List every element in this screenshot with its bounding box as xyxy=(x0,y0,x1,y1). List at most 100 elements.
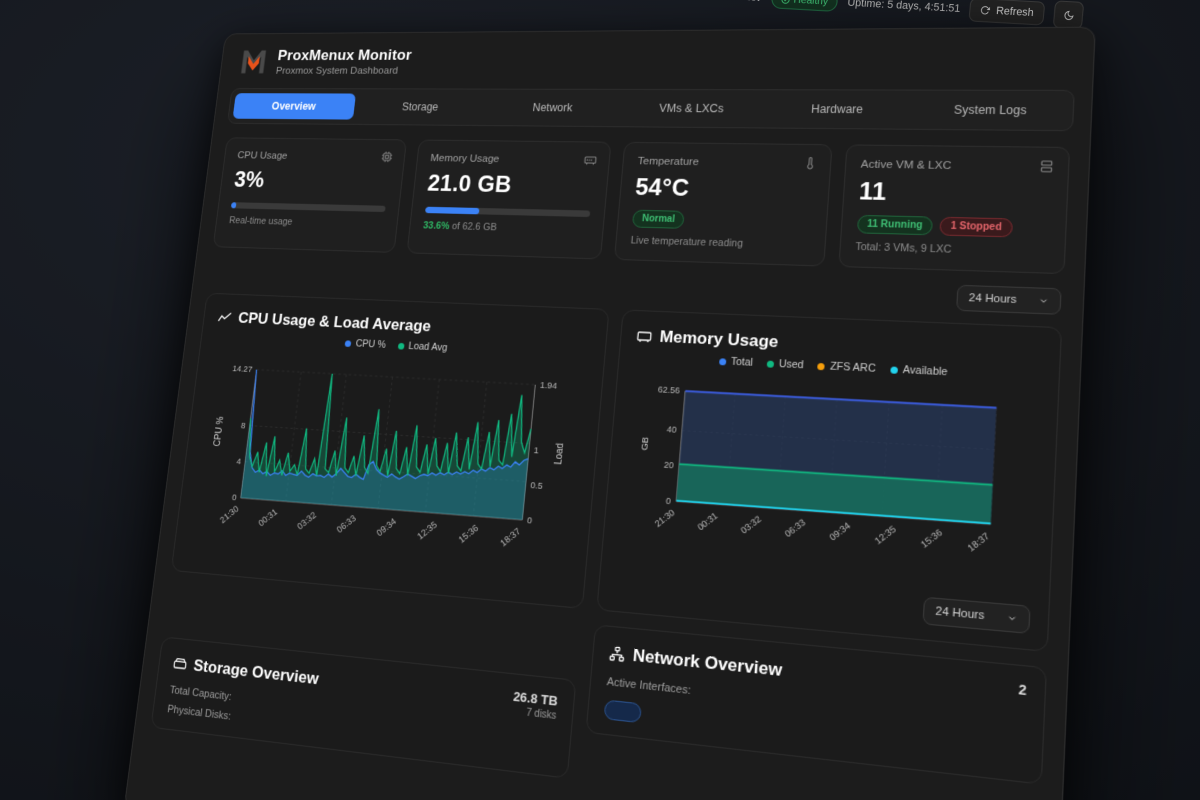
cpu-usage-chart: 0 4 8 14.27 0 0.5 1 1.94 CPU % Load 21:30 00:31 03:3… xyxy=(213,363,566,549)
vm-running-badge: 11 Running xyxy=(856,214,934,236)
svg-text:CPU %: CPU % xyxy=(213,416,226,446)
chevron-down-icon-2 xyxy=(1006,612,1018,624)
svg-text:09:34: 09:34 xyxy=(827,520,853,543)
network-count-corner: 2 xyxy=(1018,681,1027,698)
svg-text:18:37: 18:37 xyxy=(498,526,522,549)
dashboard-window: ProxMenux Monitor Proxmox System Dashboa… xyxy=(123,26,1096,800)
refresh-icon xyxy=(981,6,991,15)
legend-label-total: Total xyxy=(730,355,754,369)
memory-percent: 33.6% xyxy=(422,220,450,232)
time-range-value-2: 24 Hours xyxy=(935,605,985,623)
memory-usage-chart: 0 20 40 62.56 GB 21:30 00:31 03:32 06:33 09:34 12:… xyxy=(639,384,1041,554)
uptime-label: Uptime: 5 days, 4:51:51 xyxy=(846,0,961,15)
svg-text:21:30: 21:30 xyxy=(218,504,240,525)
storage-capacity-corner: 26.8 TB 7 disks xyxy=(511,689,559,723)
vm-count-value: 11 xyxy=(858,178,888,206)
page-title: ProxMenux Monitor xyxy=(276,46,413,64)
time-range-value: 24 Hours xyxy=(968,292,1017,307)
svg-text:1.94: 1.94 xyxy=(539,380,557,391)
vm-badges: 11 Running 1 Stopped xyxy=(856,214,1049,238)
temperature-badges: Normal xyxy=(631,209,811,232)
svg-text:03:32: 03:32 xyxy=(295,510,318,532)
storage-disk-count: 7 disks xyxy=(525,707,557,723)
svg-text:12:35: 12:35 xyxy=(872,523,898,546)
trending-up-icon xyxy=(217,310,233,326)
svg-text:00:31: 00:31 xyxy=(257,507,279,529)
tab-system-logs[interactable]: System Logs xyxy=(953,103,1027,118)
svg-text:06:33: 06:33 xyxy=(335,513,358,535)
cpu-chart-panel: CPU Usage & Load Average CPU % Load Avg … xyxy=(170,292,610,609)
cpu-note: Real-time usage xyxy=(228,215,293,228)
storage-title: Storage Overview xyxy=(192,656,320,689)
node-chip: Node: constructor xyxy=(648,0,762,4)
svg-text:15:36: 15:36 xyxy=(457,523,481,545)
memory-chart-panel: Memory Usage Total Used ZFS ARC Availabl… xyxy=(596,309,1063,653)
memory-value: 21.0 GB xyxy=(426,170,513,198)
tab-vms-lxcs[interactable]: VMs & LXCs xyxy=(658,101,725,116)
svg-text:62.56: 62.56 xyxy=(657,384,680,396)
network-interface-count: 2 xyxy=(1018,681,1028,699)
time-range-select[interactable]: 24 Hours xyxy=(956,284,1062,315)
temperature-value: 54°C xyxy=(634,174,691,202)
memory-stick-icon xyxy=(583,153,598,171)
network-header: Network Overview xyxy=(608,643,1027,706)
svg-text:0: 0 xyxy=(231,492,237,502)
svg-text:06:33: 06:33 xyxy=(782,516,807,539)
temperature-status-badge: Normal xyxy=(631,209,686,229)
cpu-value: 3% xyxy=(232,167,266,193)
page-subtitle: Proxmox System Dashboard xyxy=(275,65,399,77)
cpu-card-label: CPU Usage xyxy=(236,150,288,162)
memory-progress-bar xyxy=(424,206,591,218)
svg-text:18:37: 18:37 xyxy=(965,530,992,554)
svg-text:03:32: 03:32 xyxy=(738,513,763,536)
svg-text:GB: GB xyxy=(639,437,651,451)
status-badge: Healthy xyxy=(770,0,839,12)
svg-text:20: 20 xyxy=(663,459,674,470)
logo-m-icon xyxy=(241,50,267,74)
status-bar: Node: constructor Healthy Uptime: 5 days… xyxy=(626,0,1085,31)
hard-drive-icon xyxy=(172,656,187,673)
memory-total: of 62.6 GB xyxy=(451,220,498,234)
proxmenux-logo xyxy=(238,47,269,76)
temperature-card: Temperature 54°C Normal Live temperature… xyxy=(613,141,833,267)
server-stack-icon xyxy=(1039,159,1055,178)
tab-overview[interactable]: Overview xyxy=(232,93,356,120)
svg-text:14.27: 14.27 xyxy=(232,363,253,374)
temperature-note: Live temperature reading xyxy=(630,234,744,250)
active-vm-lxc-card: Active VM & LXC 11 11 Running 1 Stopped … xyxy=(837,144,1071,275)
svg-text:12:35: 12:35 xyxy=(415,519,438,541)
cpu-progress-bar xyxy=(230,202,386,213)
memory-chip-icon xyxy=(636,328,653,344)
tab-network[interactable]: Network xyxy=(532,101,573,115)
vm-card-label: Active VM & LXC xyxy=(860,158,952,172)
memory-chart-title: Memory Usage xyxy=(658,327,780,352)
svg-text:21:30: 21:30 xyxy=(652,507,676,530)
health-label: Healthy xyxy=(793,0,829,8)
svg-text:0: 0 xyxy=(665,495,671,506)
tab-storage[interactable]: Storage xyxy=(401,100,439,114)
memory-card-label: Memory Usage xyxy=(429,153,500,165)
tab-hardware[interactable]: Hardware xyxy=(810,102,864,116)
svg-text:4: 4 xyxy=(236,456,242,466)
time-range-select-2[interactable]: 24 Hours xyxy=(922,596,1031,634)
cpu-chart-title: CPU Usage & Load Average xyxy=(237,309,432,336)
node-label: Node: constructor xyxy=(664,0,762,4)
thermometer-icon xyxy=(802,156,817,174)
refresh-label: Refresh xyxy=(995,5,1035,19)
moon-icon xyxy=(1064,10,1074,20)
network-icon xyxy=(608,645,625,663)
vm-total-note: Total: 3 VMs, 9 LXC xyxy=(855,241,952,256)
svg-text:0: 0 xyxy=(527,515,533,526)
svg-text:00:31: 00:31 xyxy=(695,510,720,533)
vm-stopped-badge: 1 Stopped xyxy=(939,216,1013,238)
svg-text:Load: Load xyxy=(554,443,566,465)
storage-overview-panel: 26.8 TB 7 disks Storage Overview Total C… xyxy=(150,636,577,779)
chevron-down-icon xyxy=(1038,296,1049,307)
stat-card-row: CPU Usage 3% Real-time usage Memory Usag… xyxy=(198,124,1091,279)
memory-usage-card: Memory Usage 21.0 GB 33.6% of 62.6 GB xyxy=(406,139,612,260)
cpu-chip-icon xyxy=(379,151,393,168)
app-header: ProxMenux Monitor Proxmox System Dashboa… xyxy=(219,28,1094,86)
network-title: Network Overview xyxy=(631,645,783,681)
refresh-button[interactable]: Refresh xyxy=(968,0,1046,26)
